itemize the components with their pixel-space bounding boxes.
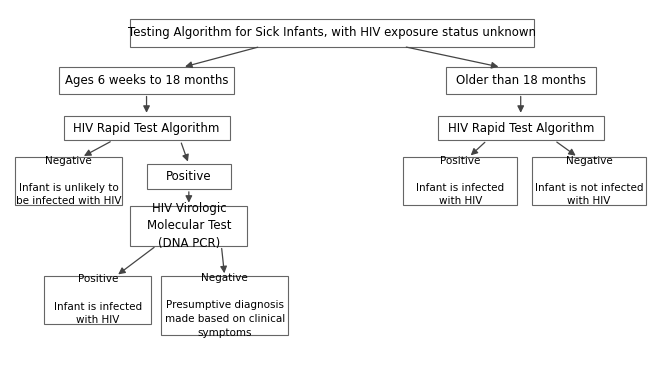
FancyBboxPatch shape [44,276,151,323]
Text: Positive

Infant is infected
with HIV: Positive Infant is infected with HIV [416,156,504,206]
FancyBboxPatch shape [532,157,646,205]
FancyBboxPatch shape [130,19,534,47]
FancyBboxPatch shape [64,116,230,141]
Text: Positive: Positive [166,170,212,183]
Text: Negative

Presumptive diagnosis
made based on clinical
symptoms: Negative Presumptive diagnosis made base… [165,273,285,338]
Text: Negative

Infant is unlikely to
be infected with HIV: Negative Infant is unlikely to be infect… [16,156,122,206]
FancyBboxPatch shape [58,68,234,94]
FancyBboxPatch shape [446,68,596,94]
Text: Positive

Infant is infected
with HIV: Positive Infant is infected with HIV [54,275,142,325]
FancyBboxPatch shape [15,157,122,205]
FancyBboxPatch shape [147,164,231,189]
FancyBboxPatch shape [161,276,288,335]
FancyBboxPatch shape [130,206,248,246]
Text: Older than 18 months: Older than 18 months [456,74,586,87]
Text: HIV Rapid Test Algorithm: HIV Rapid Test Algorithm [448,122,594,135]
Text: HIV Rapid Test Algorithm: HIV Rapid Test Algorithm [73,122,220,135]
FancyBboxPatch shape [403,157,517,205]
Text: Ages 6 weeks to 18 months: Ages 6 weeks to 18 months [65,74,228,87]
Text: Negative

Infant is not infected
with HIV: Negative Infant is not infected with HIV [535,156,643,206]
FancyBboxPatch shape [438,116,604,141]
Text: HIV Virologic
Molecular Test
(DNA PCR): HIV Virologic Molecular Test (DNA PCR) [147,202,231,250]
Text: Testing Algorithm for Sick Infants, with HIV exposure status unknown: Testing Algorithm for Sick Infants, with… [128,26,536,40]
